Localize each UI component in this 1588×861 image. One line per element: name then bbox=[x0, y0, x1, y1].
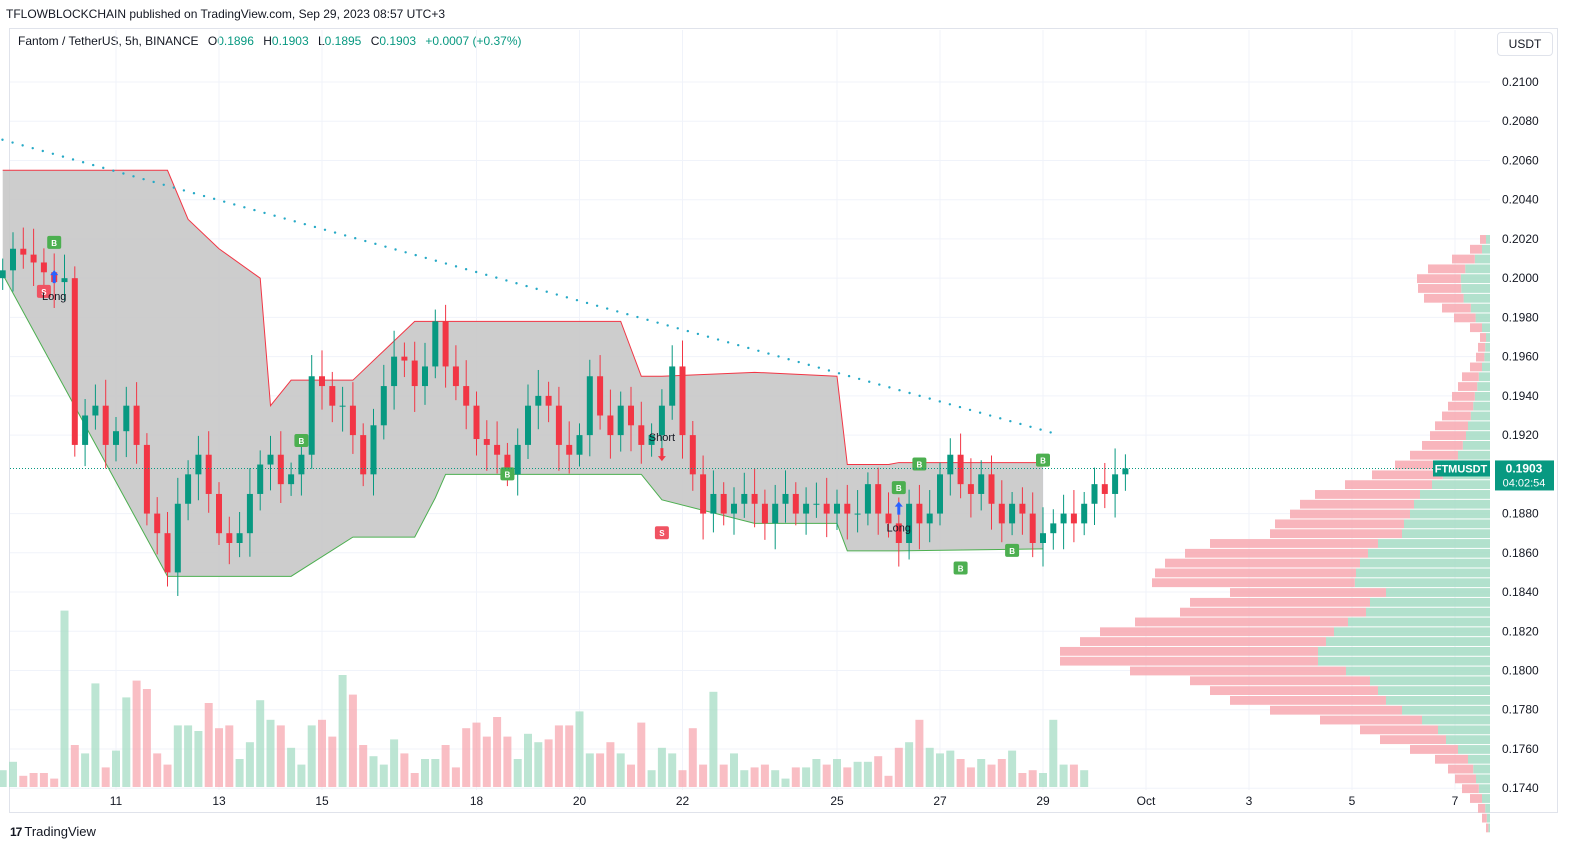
symbol-title[interactable]: Fantom / TetherUS, 5h, BINANCE bbox=[18, 34, 199, 48]
symbol-legend: Fantom / TetherUS, 5h, BINANCE O0.1896 H… bbox=[18, 34, 522, 48]
currency-button[interactable]: USDT bbox=[1497, 32, 1553, 56]
brand-name[interactable]: TradingView bbox=[24, 824, 96, 839]
tradingview-logo-icon: 17 bbox=[10, 824, 22, 839]
chart-frame bbox=[9, 28, 1558, 813]
profile-bar bbox=[1488, 823, 1490, 833]
close-label: C bbox=[370, 34, 380, 48]
open-label: O bbox=[207, 34, 218, 48]
high-label: H bbox=[263, 34, 272, 48]
change-value: +0.0007 (+0.37%) bbox=[425, 34, 522, 48]
publisher-line: TFLOWBLOCKCHAIN published on TradingView… bbox=[6, 7, 446, 21]
trend-dot bbox=[1, 138, 4, 141]
close-value: 0.1903 bbox=[379, 34, 417, 48]
high-value: 0.1903 bbox=[271, 34, 309, 48]
open-value: 0.1896 bbox=[217, 34, 254, 48]
low-value: 0.1895 bbox=[324, 34, 362, 48]
profile-bar bbox=[1486, 823, 1489, 833]
low-label: L bbox=[317, 34, 325, 48]
profile-bar bbox=[1482, 813, 1487, 823]
footer: 17 TradingView bbox=[10, 824, 96, 839]
volume-bar bbox=[0, 770, 7, 787]
profile-bar bbox=[1486, 813, 1490, 823]
candle-body bbox=[0, 270, 6, 279]
